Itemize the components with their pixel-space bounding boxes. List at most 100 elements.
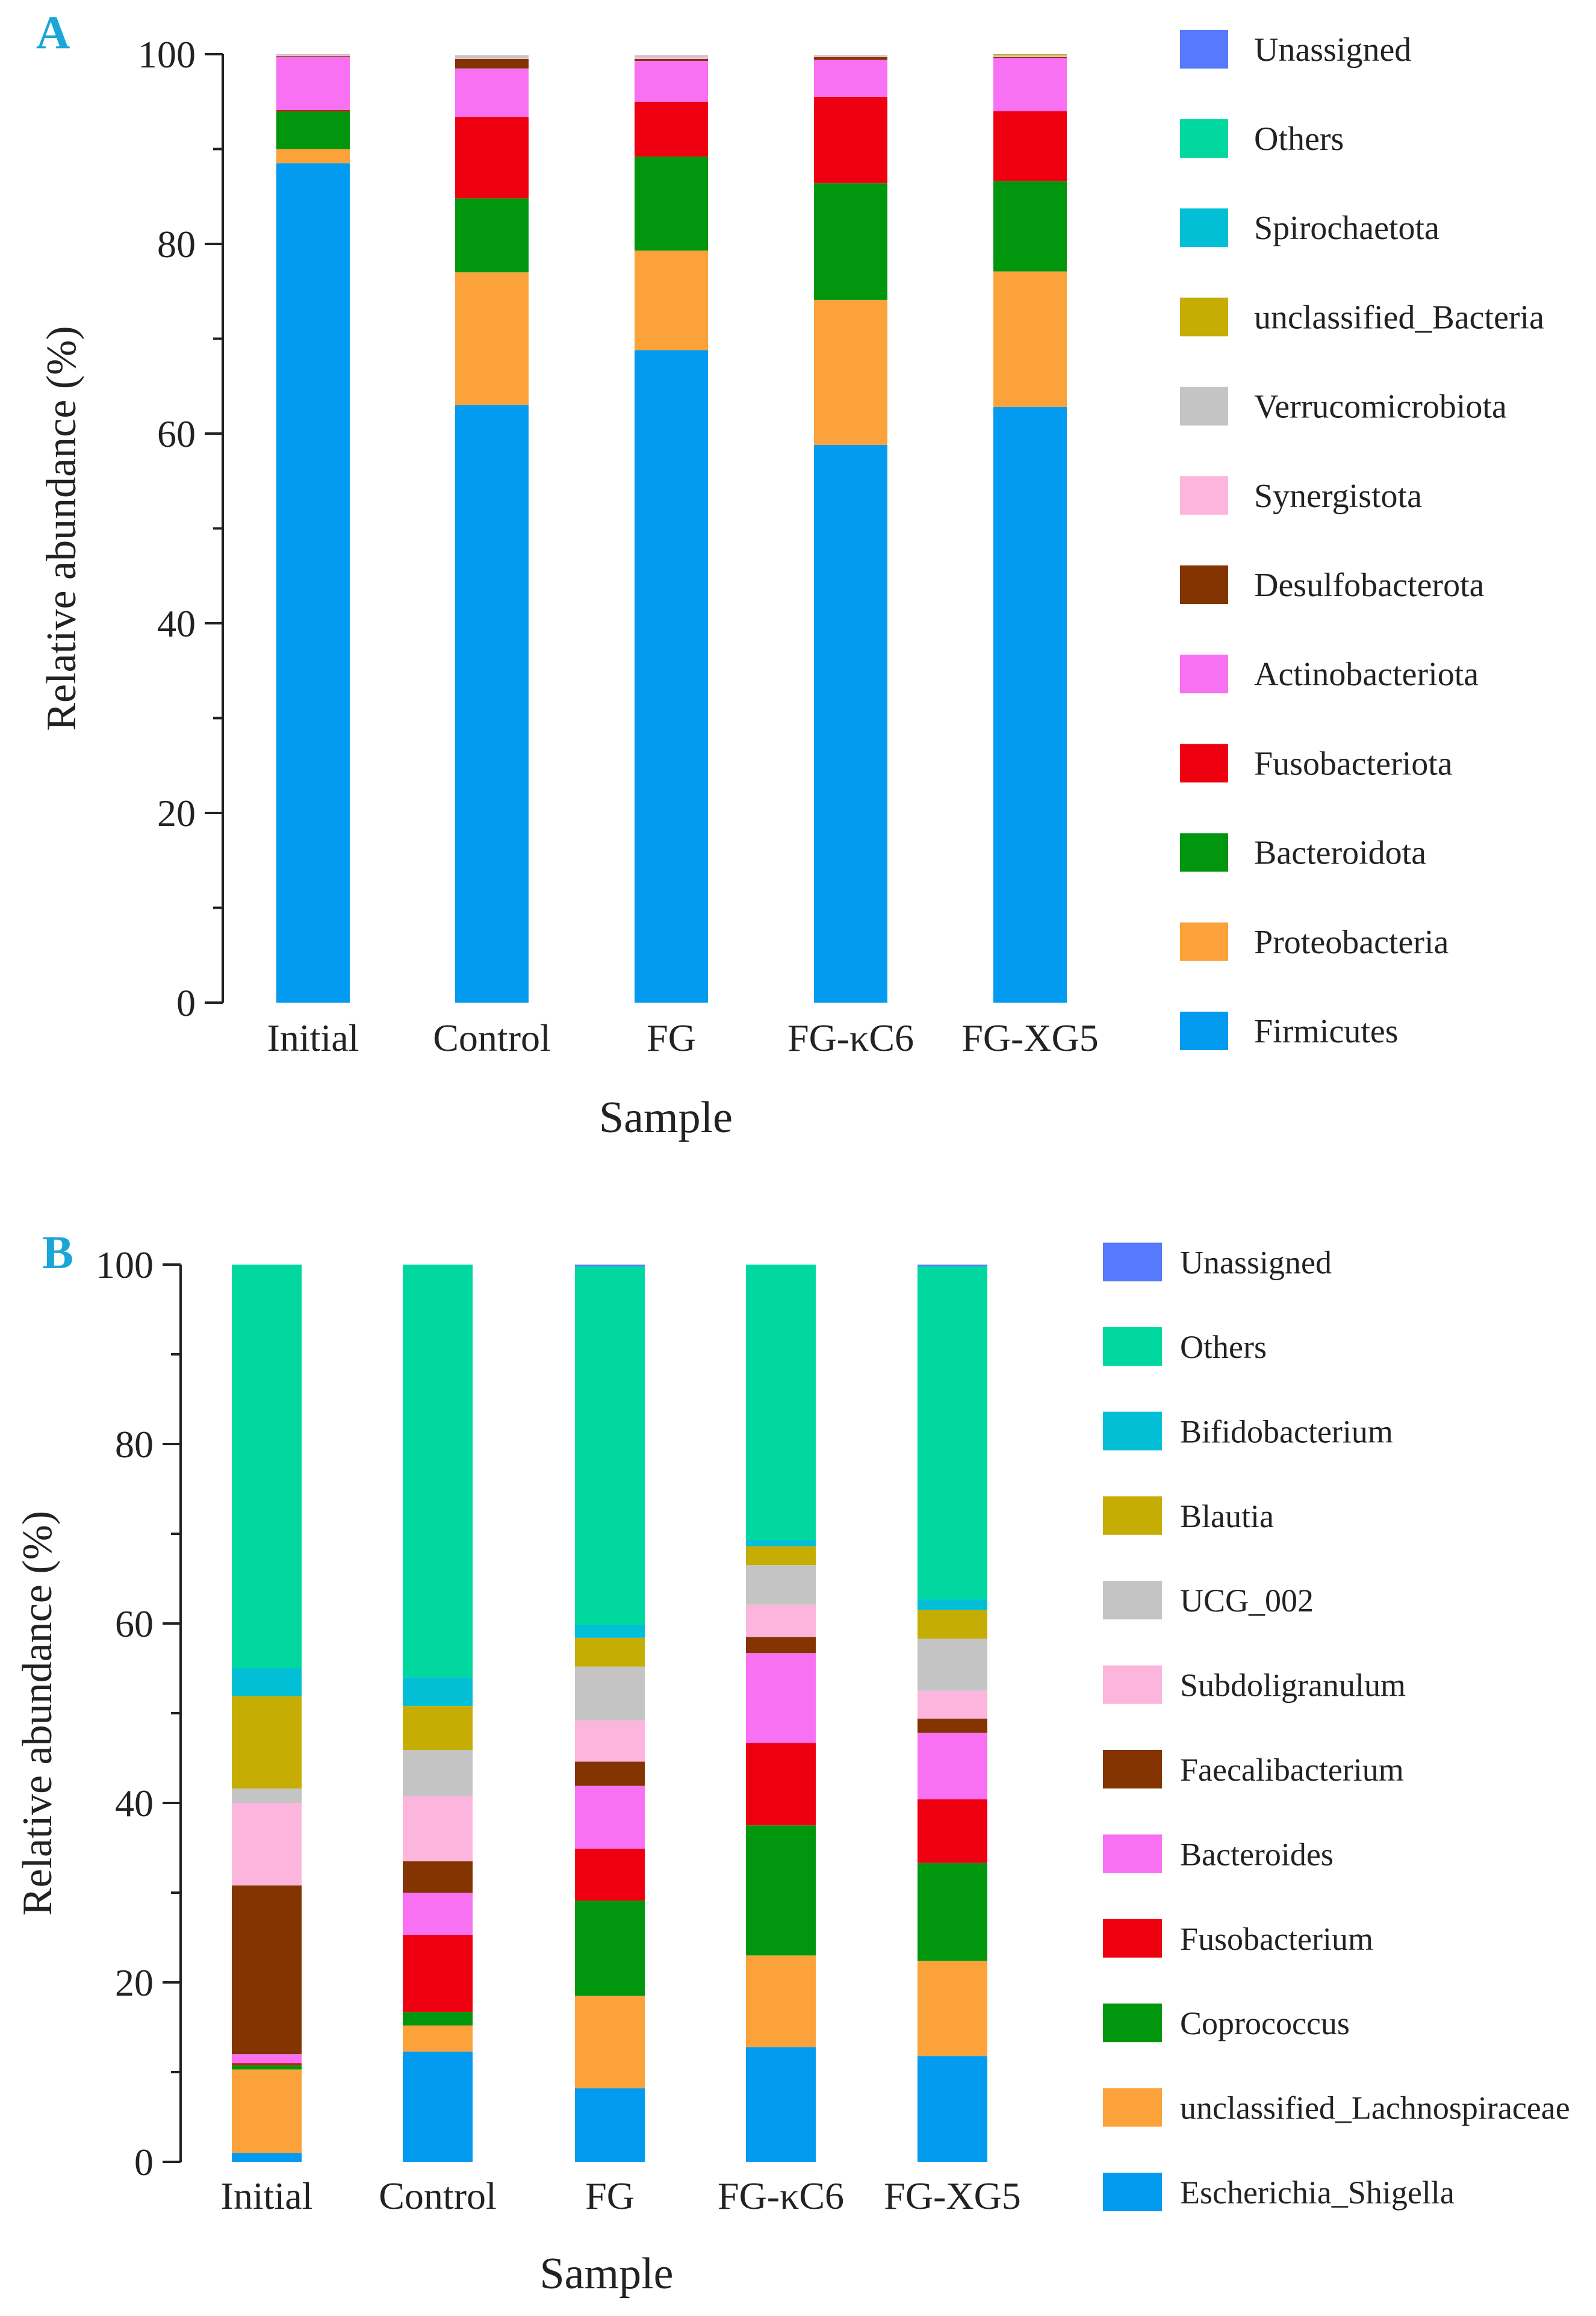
bar-initial-bacteroidota (276, 111, 350, 149)
bar-fg-xg5-bacteroides (918, 1732, 987, 1800)
legend-label-subdoligranulum: Subdoligranulum (1180, 1667, 1406, 1704)
bar-fg-bifidobacterium (575, 1625, 645, 1638)
x-tick-label-control: Control (433, 1016, 551, 1059)
legend: Firmicutes Proteobacteria Bacteroidota Fuso… (1180, 30, 1544, 1050)
legend-swatch-escherichia-shigella (1103, 2173, 1162, 2211)
legend-swatch-coprococcus (1103, 2003, 1162, 2043)
legend-label-desulfobacterota: Desulfobacterota (1254, 567, 1485, 604)
legend-label-bacteroidota: Bacteroidota (1254, 835, 1426, 872)
bar-fg-c6-bifidobacterium (746, 1540, 816, 1546)
bar-control-ucg-002 (403, 1750, 473, 1796)
bar-fg-synergistota (635, 57, 708, 59)
bar-fg-c6-unclassified-lachnospiraceae (746, 1955, 816, 2047)
legend-label-unassigned: Unassigned (1180, 1245, 1332, 1281)
legend-swatch-synergistota (1180, 476, 1228, 515)
bar-fg-xg5-unclassified-lachnospiraceae (918, 1961, 987, 2056)
legend-swatch-bacteroidota (1180, 833, 1228, 872)
bar-control-bacteroidota (455, 198, 529, 273)
x-tick-label-fg: FG (585, 2174, 635, 2217)
y-tick-label: 0 (134, 2141, 154, 2184)
bar-fg-c6-others (746, 1265, 816, 1540)
legend-swatch-fusobacterium (1103, 1919, 1162, 1958)
y-tick-label: 80 (157, 223, 196, 266)
bar-control-synergistota (455, 58, 529, 59)
y-tick-label: 20 (115, 1961, 154, 2004)
y-tick-label: 100 (138, 33, 196, 76)
bar-control-firmicutes (455, 405, 529, 1003)
legend-label-fusobacterium: Fusobacterium (1180, 1921, 1373, 1957)
x-axis-title: Sample (540, 2249, 674, 2299)
bar-fg-xg5-bifidobacterium (918, 1599, 987, 1610)
bar-initial-bacteroides (232, 2054, 302, 2064)
bar-fg-bacteroidota (635, 157, 708, 251)
bar-control-proteobacteria (455, 272, 529, 405)
legend-swatch-ucg-002 (1103, 1581, 1162, 1620)
legend-label-firmicutes: Firmicutes (1254, 1013, 1399, 1050)
panel-a: A 0 20 40 60 80 100 Initial Control FG FG-κC6 FG-XG… (36, 6, 1544, 1142)
y-tick-label: 0 (176, 982, 196, 1024)
y-tick-label: 60 (157, 412, 196, 455)
legend-swatch-unclassified-bacteria (1180, 297, 1228, 337)
bar-initial-escherichia-shigella (232, 2153, 302, 2162)
bar-control-coprococcus (403, 2012, 473, 2026)
legend-swatch-bifidobacterium (1103, 1412, 1162, 1451)
x-tick-label-initial: Initial (221, 2174, 313, 2217)
legend-label-ucg-002: UCG_002 (1180, 1583, 1314, 1619)
x-tick-label-fg-c6: FG-κC6 (718, 2174, 844, 2217)
bar-initial-firmicutes (276, 163, 350, 1003)
bar-fg-xg5-synergistota (993, 56, 1067, 57)
x-tick-label-fg-xg5: FG-XG5 (961, 1016, 1099, 1059)
bar-fg-c6-bacteroides (746, 1653, 816, 1743)
bar-fg-xg5-proteobacteria (993, 271, 1067, 407)
bar-fg-xg5-actinobacteriota (993, 58, 1067, 111)
legend-label-others: Others (1254, 120, 1344, 158)
legend-label-fusobacteriota: Fusobacteriota (1254, 745, 1453, 782)
bar-control-fusobacteriota (455, 116, 529, 199)
bar-initial-proteobacteria (276, 149, 350, 164)
legend-swatch-spirochaetota (1180, 208, 1228, 247)
y-tick-label: 40 (157, 602, 196, 645)
bar-fg-xg5-blautia (918, 1610, 987, 1639)
bar-fg-xg5-others (918, 1266, 987, 1599)
bar-fg-coprococcus (575, 1900, 645, 1996)
bar-fg-proteobacteria (635, 251, 708, 350)
legend-swatch-faecalibacterium (1103, 1750, 1162, 1788)
legend-label-unclassified-bacteria: unclassified_Bacteria (1254, 299, 1544, 336)
bar-fg-blautia (575, 1637, 645, 1667)
bar-fg-desulfobacterota (635, 58, 708, 61)
legend-label-spirochaetota: Spirochaetota (1254, 210, 1439, 247)
bar-fg-bacteroides (575, 1785, 645, 1849)
x-tick-label-initial: Initial (267, 1016, 359, 1059)
legend-swatch-bacteroides (1103, 1834, 1162, 1873)
bar-initial-blautia (232, 1696, 302, 1789)
bar-control-subdoligranulum (403, 1796, 473, 1861)
y-tick-label: 80 (115, 1423, 154, 1466)
bar-fg-xg5-unassigned (918, 1265, 987, 1266)
legend-label-bacteroides: Bacteroides (1180, 1836, 1334, 1872)
legend-swatch-blautia (1103, 1496, 1162, 1535)
bar-initial-subdoligranulum (232, 1803, 302, 1886)
bar-fg-xg5-coprococcus (918, 1863, 987, 1961)
bar-initial-verrucomicrobiota (276, 54, 350, 55)
bar-initial-bifidobacterium (232, 1668, 302, 1696)
legend-label-verrucomicrobiota: Verrucomicrobiota (1254, 388, 1507, 426)
legend-swatch-firmicutes (1180, 1012, 1228, 1050)
bar-fg-xg5-subdoligranulum (918, 1690, 987, 1719)
panel-b: B 0 20 40 60 80 100 Initial Control FG FG-κC6 FG-XG… (14, 1226, 1570, 2299)
bar-fg-unassigned (575, 1265, 645, 1266)
legend-swatch-others (1180, 119, 1228, 158)
bar-fg-c6-coprococcus (746, 1825, 816, 1956)
legend-label-unclassified-lachnospiraceae: unclassified_Lachnospiraceae (1180, 2090, 1570, 2126)
legend-label-actinobacteriota: Actinobacteriota (1254, 656, 1479, 693)
legend-label-synergistota: Synergistota (1254, 478, 1422, 515)
bar-fg-xg5-bacteroidota (993, 181, 1067, 272)
bar-control-blautia (403, 1706, 473, 1751)
x-tick-label-fg: FG (647, 1016, 696, 1059)
y-axis-title: Relative abundance (%) (14, 1511, 61, 1916)
bar-fg-fusobacteriota (635, 101, 708, 157)
bar-fg-firmicutes (635, 350, 708, 1003)
bar-initial-actinobacteriota (276, 57, 350, 110)
legend-swatch-unassigned (1180, 30, 1228, 69)
bar-fg-others (575, 1266, 645, 1625)
